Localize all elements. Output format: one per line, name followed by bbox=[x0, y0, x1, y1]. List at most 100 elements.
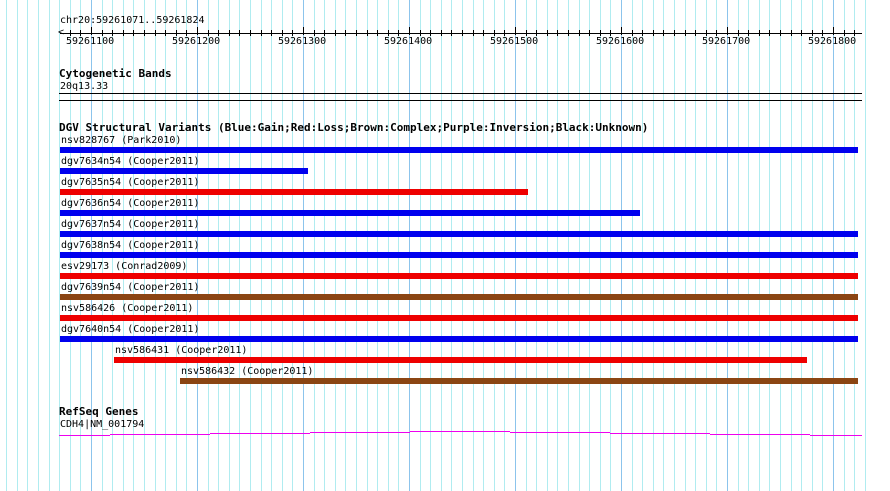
gene-segment bbox=[510, 432, 610, 433]
ruler-tick bbox=[791, 30, 792, 36]
variant-bar-gain[interactable] bbox=[60, 231, 858, 237]
variant-label[interactable]: nsv586426 (Cooper2011) bbox=[61, 303, 194, 314]
ruler-tick bbox=[610, 30, 611, 36]
gridline bbox=[303, 0, 304, 491]
gridline bbox=[812, 0, 813, 491]
variant-label[interactable]: dgv7634n54 (Cooper2011) bbox=[61, 156, 200, 167]
gridline bbox=[80, 0, 81, 491]
ruler-tick bbox=[621, 27, 622, 35]
ruler-tick bbox=[388, 30, 389, 36]
ruler-tick bbox=[685, 30, 686, 36]
ruler-tick bbox=[589, 30, 590, 36]
gridline bbox=[377, 0, 378, 491]
variant-bar-loss[interactable] bbox=[114, 357, 807, 363]
ruler-tick bbox=[780, 30, 781, 36]
gridline bbox=[250, 0, 251, 491]
variant-label[interactable]: dgv7635n54 (Cooper2011) bbox=[61, 177, 200, 188]
ruler-tick bbox=[91, 27, 92, 35]
gridline bbox=[261, 0, 262, 491]
gridline bbox=[388, 0, 389, 491]
gridline bbox=[780, 0, 781, 491]
gene-segment bbox=[810, 435, 862, 436]
gridline bbox=[367, 0, 368, 491]
variant-label[interactable]: nsv586432 (Cooper2011) bbox=[181, 366, 314, 377]
variant-label[interactable]: nsv828767 (Park2010) bbox=[61, 135, 182, 146]
variant-bar-gain[interactable] bbox=[60, 336, 858, 342]
ruler-tick-label: 59261200 bbox=[172, 36, 221, 47]
gridline bbox=[292, 0, 293, 491]
ruler-tick bbox=[218, 30, 219, 36]
gridline bbox=[165, 0, 166, 491]
variant-bar-gain[interactable] bbox=[60, 147, 858, 153]
gridline bbox=[38, 0, 39, 491]
variant-bar-gain[interactable] bbox=[60, 168, 308, 174]
gridline bbox=[568, 0, 569, 491]
variant-bar-loss[interactable] bbox=[60, 189, 528, 195]
variant-label[interactable]: dgv7637n54 (Cooper2011) bbox=[61, 219, 200, 230]
ruler-tick bbox=[420, 30, 421, 36]
variant-label[interactable]: dgv7638n54 (Cooper2011) bbox=[61, 240, 200, 251]
cytoband-label: 20q13.33 bbox=[60, 81, 109, 92]
refseq-gene-label[interactable]: CDH4|NM_001794 bbox=[60, 419, 145, 430]
gene-segment bbox=[310, 432, 410, 433]
gridline bbox=[547, 0, 548, 491]
gridline bbox=[324, 0, 325, 491]
variant-bar-gain[interactable] bbox=[60, 210, 640, 216]
gridline bbox=[483, 0, 484, 491]
ruler-tick-label: 59261300 bbox=[278, 36, 327, 47]
dgv-track-title: DGV Structural Variants (Blue:Gain;Red:L… bbox=[59, 121, 649, 134]
ruler-tick bbox=[632, 30, 633, 36]
ruler-tick bbox=[748, 30, 749, 36]
ruler-left-arrow-icon[interactable]: < bbox=[58, 27, 65, 38]
ruler-tick bbox=[155, 30, 156, 36]
variant-label[interactable]: nsv586431 (Cooper2011) bbox=[115, 345, 248, 356]
ruler-tick bbox=[579, 30, 580, 36]
variant-bar-gain[interactable] bbox=[60, 252, 858, 258]
gridline bbox=[155, 0, 156, 491]
gridline bbox=[208, 0, 209, 491]
ruler-tick-label: 59261800 bbox=[808, 36, 857, 47]
gridline bbox=[600, 0, 601, 491]
cytoband-track-title: Cytogenetic Bands bbox=[59, 67, 172, 80]
ruler-tick bbox=[377, 30, 378, 36]
ruler-tick bbox=[123, 30, 124, 36]
variant-bar-loss[interactable] bbox=[60, 315, 858, 321]
variant-label[interactable]: esv29173 (Conrad2009) bbox=[61, 261, 188, 272]
ruler-tick bbox=[282, 30, 283, 36]
variant-bar-loss[interactable] bbox=[60, 273, 858, 279]
ruler-tick bbox=[695, 30, 696, 36]
ruler-tick bbox=[504, 30, 505, 36]
gridline bbox=[727, 0, 728, 491]
gridline bbox=[769, 0, 770, 491]
gridline bbox=[642, 0, 643, 491]
gridline bbox=[844, 0, 845, 491]
ruler-tick bbox=[133, 30, 134, 36]
ruler-tick bbox=[844, 30, 845, 36]
ruler-tick-label: 59261100 bbox=[66, 36, 115, 47]
ruler-tick bbox=[494, 30, 495, 36]
ruler-tick bbox=[80, 30, 81, 36]
gridline bbox=[6, 0, 7, 491]
ruler-tick bbox=[271, 30, 272, 36]
ruler-tick bbox=[102, 30, 103, 36]
ruler-tick bbox=[186, 30, 187, 36]
gene-segment bbox=[59, 435, 110, 436]
gridline bbox=[494, 0, 495, 491]
gridline bbox=[663, 0, 664, 491]
variant-label[interactable]: dgv7640n54 (Cooper2011) bbox=[61, 324, 200, 335]
gridline bbox=[430, 0, 431, 491]
ruler-tick bbox=[822, 30, 823, 36]
variant-bar-complex[interactable] bbox=[180, 378, 858, 384]
ruler-tick bbox=[314, 30, 315, 36]
variant-label[interactable]: dgv7636n54 (Cooper2011) bbox=[61, 198, 200, 209]
gridline bbox=[133, 0, 134, 491]
gridline bbox=[409, 0, 410, 491]
gridline bbox=[536, 0, 537, 491]
ruler-tick bbox=[176, 30, 177, 36]
ruler-tick bbox=[801, 30, 802, 36]
variant-bar-complex[interactable] bbox=[60, 294, 858, 300]
variant-label[interactable]: dgv7639n54 (Cooper2011) bbox=[61, 282, 200, 293]
ruler-tick bbox=[738, 30, 739, 36]
gridline bbox=[791, 0, 792, 491]
